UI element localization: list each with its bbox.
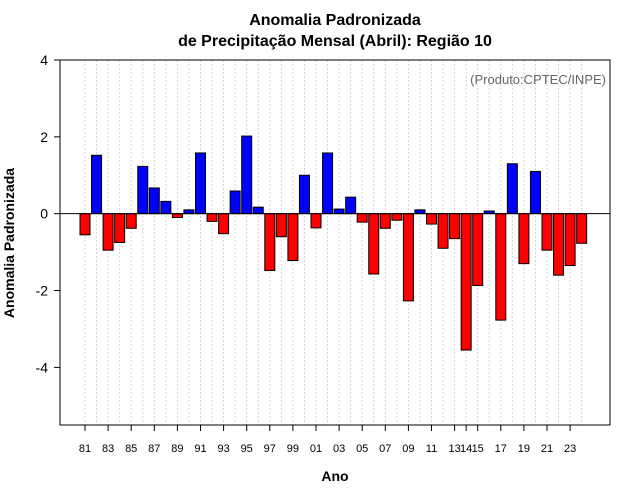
x-tick-label: 13 (448, 443, 460, 455)
x-tick-label: 23 (564, 443, 576, 455)
chart-subtitle: de Precipitação Mensal (Abril): Região 1… (178, 33, 492, 50)
y-tick-label: -2 (36, 283, 49, 299)
bar-86 (137, 165, 149, 215)
source-annotation: (Produto:CPTEC/INPE) (470, 72, 606, 87)
bar-84 (114, 213, 126, 243)
bar-02 (322, 152, 334, 215)
x-tick-label: 21 (541, 443, 553, 455)
bar-19 (518, 213, 530, 265)
x-axis-label: Ano (321, 468, 348, 484)
bar-05 (356, 213, 368, 223)
x-tick-label: 81 (79, 443, 91, 455)
x-tick-label: 01 (310, 443, 322, 455)
y-axis: -4 -2 0 2 4 (36, 52, 60, 375)
bar-06 (368, 213, 380, 275)
x-tick-label: 85 (125, 443, 137, 455)
x-axis: 81 83 85 87 89 91 93 95 97 99 01 03 05 07 09 11 13 14 15 17… (79, 425, 576, 455)
x-tick-label: 09 (402, 443, 414, 455)
x-tick-label: 19 (518, 443, 530, 455)
x-tick-label: 99 (287, 443, 299, 455)
bar-07 (379, 213, 391, 229)
bar-09 (402, 213, 414, 302)
bars (79, 135, 588, 351)
y-tick-label: 0 (40, 206, 48, 222)
bar-87 (148, 187, 160, 215)
chart-title: Anomalia Padronizada (249, 12, 421, 29)
bar-82 (91, 154, 103, 215)
grid (84, 60, 583, 425)
bar-91 (195, 152, 206, 215)
x-tick-label: 17 (495, 443, 507, 455)
x-tick-label: 83 (102, 443, 114, 455)
bar-97 (264, 213, 276, 272)
bar-23 (564, 213, 576, 267)
bar-83 (102, 213, 114, 251)
y-axis-label: Anomalia Padronizada (1, 168, 17, 318)
bar-13 (449, 213, 461, 240)
bar-88 (160, 200, 172, 215)
bar-17 (495, 213, 507, 321)
bar-11 (426, 213, 437, 225)
bar-96 (252, 206, 264, 215)
bar-89 (171, 213, 183, 219)
bar-24 (576, 213, 588, 244)
bar-00 (298, 174, 310, 215)
bar-95 (241, 135, 253, 215)
bar-21 (541, 213, 553, 251)
x-tick-label: 91 (194, 443, 206, 455)
bar-22 (553, 213, 565, 276)
bar-92 (206, 213, 218, 222)
bar-04 (345, 196, 357, 215)
x-tick-label: 89 (171, 443, 183, 455)
bar-14 (460, 213, 472, 351)
bar-98 (275, 213, 287, 238)
bar-85 (125, 213, 137, 229)
bar-99 (287, 213, 299, 262)
bar-10 (414, 209, 426, 215)
x-tick-label: 15 (472, 443, 484, 455)
x-tick-label: 03 (333, 443, 345, 455)
x-tick-label: 14 (460, 443, 472, 455)
x-tick-label: 87 (148, 443, 160, 455)
bar-03 (333, 208, 345, 215)
bar-18 (506, 163, 518, 215)
x-tick-label: 95 (241, 443, 253, 455)
x-tick-label: 11 (426, 443, 437, 455)
x-tick-label: 05 (356, 443, 368, 455)
bar-20 (529, 170, 541, 215)
y-tick-label: 2 (40, 129, 48, 145)
y-tick-label: 4 (40, 52, 48, 68)
y-tick-label: -4 (36, 359, 49, 375)
bar-94 (229, 190, 241, 215)
bar-90 (183, 209, 195, 215)
bar-93 (218, 213, 230, 235)
bar-08 (391, 213, 403, 221)
bar-81 (79, 213, 91, 236)
bar-12 (437, 213, 449, 249)
x-tick-label: 97 (264, 443, 276, 455)
x-tick-label: 93 (217, 443, 229, 455)
plot-frame (59, 59, 611, 426)
x-tick-label: 07 (379, 443, 391, 455)
bar-01 (310, 213, 322, 229)
bar-15 (472, 213, 484, 287)
